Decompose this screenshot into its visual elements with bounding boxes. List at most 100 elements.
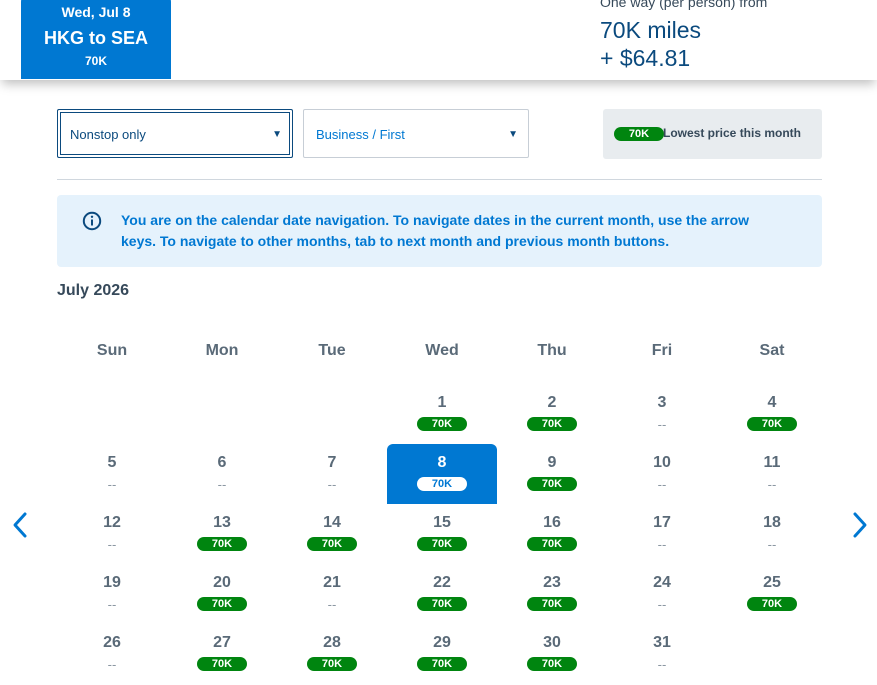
legend-price-pill: 70K	[614, 127, 664, 141]
caret-down-icon: ▼	[272, 129, 282, 140]
price-pill: 70K	[307, 657, 357, 671]
day-number: 20	[213, 574, 231, 591]
day-number: 13	[213, 514, 231, 531]
calendar-day-21[interactable]: 21 --	[277, 564, 387, 624]
day-number: 8	[437, 454, 447, 471]
calendar-day-9[interactable]: 9 70K	[497, 444, 607, 504]
no-price: --	[767, 537, 777, 552]
calendar-day-3[interactable]: 3 --	[607, 384, 717, 444]
calendar-day-14[interactable]: 14 70K	[277, 504, 387, 564]
price-pill: 70K	[307, 537, 357, 551]
calendar-day-12[interactable]: 12 --	[57, 504, 167, 564]
month-title: July 2026	[57, 282, 130, 299]
calendar-day-6[interactable]: 6 --	[167, 444, 277, 504]
day-number: 3	[657, 394, 667, 411]
no-price: --	[107, 477, 117, 492]
price-pill: 70K	[417, 597, 467, 611]
no-price: --	[657, 537, 667, 552]
day-number: 11	[763, 454, 781, 471]
info-circle-icon	[82, 211, 102, 231]
calendar-day-18[interactable]: 18 --	[717, 504, 827, 564]
calendar-day-11[interactable]: 11 --	[717, 444, 827, 504]
stops-select-value: Nonstop only	[70, 127, 146, 142]
calendar-day-7[interactable]: 7 --	[277, 444, 387, 504]
no-price: --	[107, 597, 117, 612]
calendar-day-19[interactable]: 19 --	[57, 564, 167, 624]
price-pill: 70K	[417, 537, 467, 551]
price-pill: 70K	[417, 477, 467, 491]
no-price: --	[217, 477, 227, 492]
no-price: --	[657, 477, 667, 492]
results-header: Wed, Jul 8 HKG to SEA 70K One way (per p…	[0, 0, 877, 80]
calendar-day-22[interactable]: 22 70K	[387, 564, 497, 624]
chevron-right-icon[interactable]	[849, 510, 871, 540]
calendar-day-16[interactable]: 16 70K	[497, 504, 607, 564]
weekday-fri: Fri	[651, 342, 673, 359]
day-number: 30	[543, 634, 561, 651]
price-pill: 70K	[417, 657, 467, 671]
day-number: 6	[217, 454, 227, 471]
calendar-day-15[interactable]: 15 70K	[387, 504, 497, 564]
day-number: 16	[543, 514, 561, 531]
calendar-day-17[interactable]: 17 --	[607, 504, 717, 564]
calendar-day-28[interactable]: 28 70K	[277, 624, 387, 684]
legend-label: Lowest price this month	[663, 126, 802, 140]
day-number: 29	[433, 634, 451, 651]
weekday-sat: Sat	[759, 342, 785, 359]
price-pill: 70K	[527, 417, 577, 431]
day-number: 21	[323, 574, 341, 591]
price-pill: 70K	[197, 597, 247, 611]
stops-select[interactable]: Nonstop only ▼	[57, 109, 293, 158]
day-number: 14	[323, 514, 341, 531]
calendar-day-8[interactable]: 8 70K	[387, 444, 497, 504]
divider	[57, 179, 822, 180]
day-number: 10	[653, 454, 671, 471]
calendar-day-29[interactable]: 29 70K	[387, 624, 497, 684]
no-price: --	[327, 597, 337, 612]
info-message: You are on the calendar date navigation.…	[121, 212, 750, 249]
weekday-mon: Mon	[205, 342, 239, 359]
calendar-day-20[interactable]: 20 70K	[167, 564, 277, 624]
calendar-day-10[interactable]: 10 --	[607, 444, 717, 504]
calendar-day-2[interactable]: 2 70K	[497, 384, 607, 444]
calendar-day-4[interactable]: 4 70K	[717, 384, 827, 444]
calendar-day-13[interactable]: 13 70K	[167, 504, 277, 564]
tab-route: HKG to SEA	[43, 28, 148, 48]
price-pill: 70K	[527, 477, 577, 491]
price-pill: 70K	[527, 657, 577, 671]
calendar-day-25[interactable]: 25 70K	[717, 564, 827, 624]
no-price: --	[657, 417, 667, 432]
fare-from-label: One way (per person) from	[600, 0, 768, 10]
tab-price: 70K	[84, 54, 107, 68]
calendar-day-23[interactable]: 23 70K	[497, 564, 607, 624]
day-number: 7	[327, 454, 337, 471]
calendar-day-30[interactable]: 30 70K	[497, 624, 607, 684]
calendar-day-5[interactable]: 5 --	[57, 444, 167, 504]
day-number: 31	[653, 634, 671, 651]
lowest-price-legend: 70K Lowest price this month	[603, 109, 822, 159]
weekday-wed: Wed	[425, 342, 459, 359]
chevron-left-icon[interactable]	[9, 510, 31, 540]
day-number: 18	[763, 514, 781, 531]
info-banner: You are on the calendar date navigation.…	[57, 195, 822, 267]
day-number: 2	[547, 394, 557, 411]
calendar-day-31[interactable]: 31 --	[607, 624, 717, 684]
no-price: --	[657, 597, 667, 612]
weekday-tue: Tue	[318, 342, 346, 359]
calendar-day-27[interactable]: 27 70K	[167, 624, 277, 684]
fare-cash: + $64.81	[600, 45, 691, 71]
price-pill: 70K	[527, 597, 577, 611]
calendar-day-26[interactable]: 26 --	[57, 624, 167, 684]
fare-miles: 70K miles	[600, 17, 701, 43]
day-number: 5	[107, 454, 117, 471]
price-pill: 70K	[197, 537, 247, 551]
day-number: 22	[433, 574, 451, 591]
selected-date-tab[interactable]: Wed, Jul 8 HKG to SEA 70K	[21, 0, 171, 79]
price-pill: 70K	[197, 657, 247, 671]
price-pill: 70K	[747, 417, 797, 431]
calendar-day-1[interactable]: 1 70K	[387, 384, 497, 444]
day-number: 4	[767, 394, 777, 411]
calendar-day-24[interactable]: 24 --	[607, 564, 717, 624]
price-pill: 70K	[527, 537, 577, 551]
cabin-select[interactable]: Business / First ▼	[303, 109, 529, 158]
